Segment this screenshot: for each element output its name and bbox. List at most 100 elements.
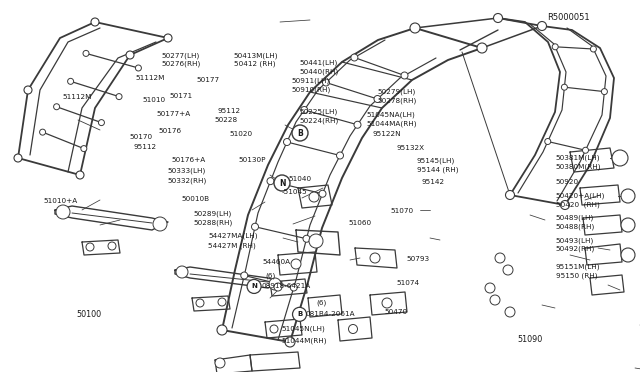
- Text: 51020: 51020: [229, 131, 252, 137]
- Text: 50920: 50920: [556, 179, 579, 185]
- Circle shape: [241, 272, 248, 279]
- Text: 51045NA(LH): 51045NA(LH): [367, 111, 415, 118]
- Circle shape: [291, 284, 297, 291]
- Text: 50381M(LH): 50381M(LH): [556, 154, 600, 161]
- Circle shape: [217, 325, 227, 335]
- Text: 50176+A: 50176+A: [172, 157, 206, 163]
- Text: 50420  (RH): 50420 (RH): [556, 201, 599, 208]
- Circle shape: [621, 189, 635, 203]
- Circle shape: [303, 235, 310, 242]
- Text: 50171: 50171: [170, 93, 193, 99]
- Circle shape: [108, 242, 116, 250]
- Text: 50413M(LH): 50413M(LH): [234, 52, 278, 59]
- Text: 51010+A: 51010+A: [44, 198, 78, 204]
- Text: 50224(RH): 50224(RH): [300, 118, 339, 124]
- Text: 50420+A(LH): 50420+A(LH): [556, 192, 605, 199]
- Text: 95142: 95142: [421, 179, 444, 185]
- Circle shape: [561, 201, 570, 209]
- Circle shape: [319, 190, 326, 197]
- Circle shape: [337, 152, 344, 159]
- Text: 081B4-2061A: 081B4-2061A: [306, 311, 356, 317]
- Circle shape: [291, 259, 301, 269]
- Text: B: B: [297, 128, 303, 138]
- Text: 51010: 51010: [142, 97, 165, 103]
- Circle shape: [621, 218, 635, 232]
- Circle shape: [323, 79, 330, 86]
- Text: 54427M (RH): 54427M (RH): [208, 242, 256, 249]
- Circle shape: [538, 22, 547, 31]
- Text: 51044M(RH): 51044M(RH): [282, 337, 327, 344]
- Circle shape: [285, 337, 295, 347]
- Circle shape: [56, 205, 70, 219]
- Text: 50289(LH): 50289(LH): [194, 211, 232, 217]
- Circle shape: [503, 265, 513, 275]
- Text: 50489(LH): 50489(LH): [556, 215, 594, 221]
- Circle shape: [485, 283, 495, 293]
- Text: 50010B: 50010B: [181, 196, 209, 202]
- Text: 95122N: 95122N: [372, 131, 401, 137]
- Circle shape: [99, 120, 104, 126]
- Circle shape: [382, 298, 392, 308]
- Text: (6): (6): [266, 272, 276, 279]
- Circle shape: [292, 125, 308, 141]
- Circle shape: [218, 298, 226, 306]
- Text: 50470: 50470: [384, 310, 407, 315]
- Circle shape: [126, 51, 134, 59]
- Text: 51044MA(RH): 51044MA(RH): [367, 120, 417, 127]
- Text: 54427MA(LH): 54427MA(LH): [208, 233, 257, 240]
- Text: 50332(RH): 50332(RH): [168, 177, 207, 184]
- Circle shape: [552, 44, 558, 50]
- Text: 51074: 51074: [397, 280, 420, 286]
- Text: 50493(LH): 50493(LH): [556, 237, 594, 244]
- Circle shape: [505, 307, 515, 317]
- Circle shape: [349, 324, 358, 334]
- Text: 50176: 50176: [159, 128, 182, 134]
- Circle shape: [247, 279, 261, 294]
- Text: 51112M: 51112M: [63, 94, 92, 100]
- Circle shape: [621, 248, 635, 262]
- Text: -51045: -51045: [282, 189, 307, 195]
- Circle shape: [24, 86, 32, 94]
- Text: 50380M(RH): 50380M(RH): [556, 163, 601, 170]
- Circle shape: [14, 154, 22, 162]
- Text: (6): (6): [317, 300, 327, 307]
- Text: 50277(LH): 50277(LH): [161, 52, 200, 59]
- Circle shape: [274, 175, 290, 191]
- Circle shape: [76, 171, 84, 179]
- Text: 95144 (RH): 95144 (RH): [417, 167, 458, 173]
- Circle shape: [164, 34, 172, 42]
- Circle shape: [545, 138, 551, 144]
- Circle shape: [301, 106, 308, 113]
- Circle shape: [612, 150, 628, 166]
- Text: 50492(RH): 50492(RH): [556, 246, 595, 253]
- Circle shape: [267, 177, 274, 185]
- Text: 50278(RH): 50278(RH): [378, 97, 417, 104]
- Text: 50288(RH): 50288(RH): [194, 220, 233, 227]
- Circle shape: [270, 325, 278, 333]
- Text: 95112: 95112: [218, 108, 241, 114]
- Text: 95112: 95112: [133, 144, 156, 150]
- Text: 50279(LH): 50279(LH): [378, 89, 416, 95]
- Circle shape: [477, 43, 487, 53]
- Text: 51112M: 51112M: [136, 75, 165, 81]
- Text: 50412 (RH): 50412 (RH): [234, 61, 275, 67]
- Text: 50793: 50793: [406, 256, 429, 262]
- Circle shape: [590, 46, 596, 52]
- Circle shape: [176, 266, 188, 278]
- Circle shape: [506, 190, 515, 199]
- Text: 50177+A: 50177+A: [156, 111, 191, 117]
- Text: 51045N(LH): 51045N(LH): [282, 326, 325, 333]
- Circle shape: [354, 121, 361, 128]
- Text: 50228: 50228: [214, 117, 237, 123]
- Circle shape: [116, 94, 122, 100]
- Circle shape: [490, 295, 500, 305]
- Circle shape: [493, 13, 502, 22]
- Circle shape: [582, 147, 589, 153]
- Text: 50441(LH): 50441(LH): [300, 60, 338, 67]
- Circle shape: [309, 192, 319, 202]
- Circle shape: [401, 72, 408, 79]
- Text: 50100: 50100: [77, 310, 102, 319]
- Circle shape: [351, 54, 358, 61]
- Text: 95145(LH): 95145(LH): [417, 157, 455, 164]
- Text: 51060: 51060: [349, 220, 372, 226]
